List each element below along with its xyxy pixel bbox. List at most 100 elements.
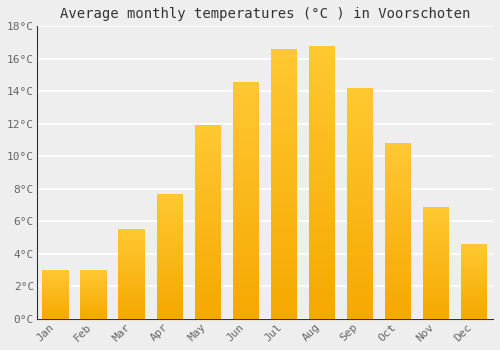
Bar (346, 242, 374, 246)
Bar (156, 304, 183, 306)
Bar (308, 155, 335, 160)
Bar (80, 305, 107, 306)
Bar (308, 314, 335, 319)
Bar (308, 160, 335, 164)
Bar (194, 154, 221, 158)
Bar (232, 141, 259, 145)
Bar (308, 105, 335, 110)
Bar (42, 273, 69, 274)
Bar (42, 295, 69, 296)
Bar (384, 243, 411, 246)
Bar (156, 240, 183, 242)
Bar (194, 274, 221, 277)
Bar (156, 281, 183, 284)
Bar (308, 251, 335, 255)
Bar (460, 276, 487, 278)
Bar (308, 287, 335, 292)
Bar (422, 248, 450, 250)
Bar (422, 210, 450, 212)
Bar (270, 216, 297, 220)
Bar (42, 302, 69, 303)
Bar (118, 270, 145, 271)
Bar (42, 293, 69, 294)
Bar (422, 315, 450, 317)
Bar (384, 290, 411, 293)
Bar (118, 261, 145, 262)
Bar (42, 278, 69, 279)
Bar (194, 222, 221, 225)
Bar (346, 176, 374, 180)
Bar (118, 277, 145, 279)
Bar (460, 245, 487, 247)
Bar (156, 215, 183, 217)
Bar (194, 158, 221, 161)
Bar (232, 303, 259, 307)
Bar (346, 184, 374, 188)
Bar (422, 218, 450, 220)
Bar (118, 316, 145, 317)
Bar (270, 265, 297, 270)
Bar (118, 232, 145, 234)
Bar (156, 212, 183, 215)
Bar (346, 138, 374, 142)
Bar (118, 250, 145, 252)
Bar (118, 304, 145, 306)
Bar (232, 109, 259, 113)
Bar (384, 173, 411, 175)
Bar (80, 308, 107, 309)
Bar (460, 316, 487, 318)
Bar (232, 145, 259, 149)
Bar (42, 282, 69, 283)
Bar (346, 123, 374, 126)
Bar (308, 310, 335, 314)
Bar (422, 265, 450, 267)
Bar (194, 216, 221, 219)
Bar (232, 153, 259, 157)
Bar (308, 187, 335, 191)
Bar (308, 237, 335, 241)
Bar (80, 281, 107, 282)
Bar (422, 289, 450, 291)
Bar (232, 85, 259, 90)
Bar (308, 173, 335, 178)
Bar (80, 272, 107, 273)
Bar (42, 301, 69, 302)
Bar (308, 182, 335, 187)
Bar (346, 115, 374, 119)
Bar (42, 298, 69, 299)
Bar (422, 246, 450, 248)
Bar (460, 268, 487, 269)
Bar (80, 292, 107, 293)
Bar (384, 269, 411, 272)
Bar (422, 253, 450, 256)
Bar (156, 200, 183, 202)
Bar (270, 144, 297, 148)
Bar (308, 128, 335, 132)
Bar (270, 251, 297, 256)
Bar (308, 219, 335, 223)
Bar (232, 176, 259, 181)
Bar (308, 119, 335, 123)
Bar (80, 316, 107, 317)
Bar (80, 311, 107, 312)
Bar (270, 260, 297, 265)
Bar (384, 295, 411, 299)
Bar (270, 161, 297, 166)
Bar (42, 292, 69, 293)
Bar (194, 248, 221, 251)
Bar (460, 301, 487, 303)
Bar (194, 132, 221, 135)
Bar (156, 202, 183, 204)
Bar (118, 276, 145, 277)
Bar (118, 256, 145, 258)
Bar (156, 254, 183, 256)
Bar (308, 260, 335, 264)
Bar (346, 142, 374, 146)
Bar (384, 299, 411, 301)
Bar (460, 274, 487, 275)
Bar (232, 196, 259, 200)
Bar (460, 318, 487, 319)
Bar (308, 273, 335, 278)
Bar (422, 252, 450, 253)
Bar (270, 206, 297, 211)
